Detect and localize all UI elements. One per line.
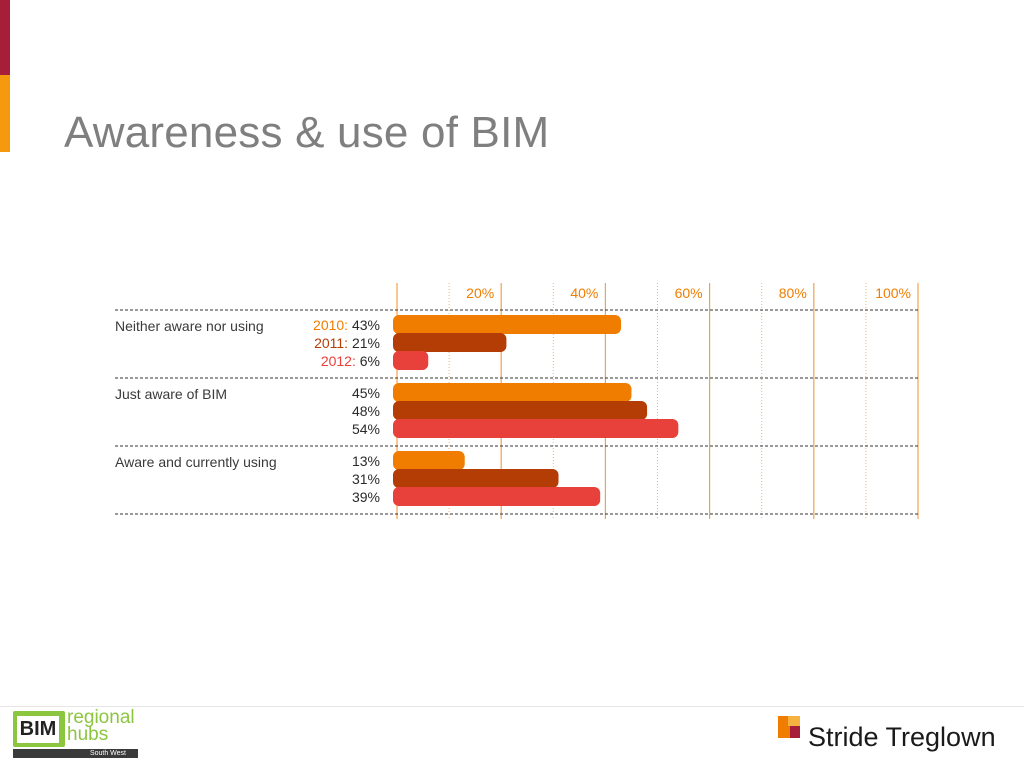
x-tick-label: 20% bbox=[466, 285, 494, 301]
bar-value-label: 13% bbox=[352, 453, 380, 469]
bar bbox=[393, 487, 601, 506]
x-tick-label: 100% bbox=[875, 285, 911, 301]
bar bbox=[393, 419, 679, 438]
category-label: Neither aware nor using bbox=[115, 318, 264, 334]
bar bbox=[393, 401, 648, 420]
bar-value-label: 2012: 6% bbox=[321, 353, 380, 369]
bar bbox=[393, 351, 429, 370]
bar-value: 21% bbox=[348, 335, 380, 351]
bim-logo-words: regional hubs bbox=[67, 707, 135, 745]
bim-logo-text: BIM bbox=[17, 716, 59, 743]
legend-series-name: 2010: bbox=[313, 317, 348, 333]
category-label: Aware and currently using bbox=[115, 454, 277, 470]
bim-logo-line1: regional bbox=[67, 707, 135, 728]
x-tick-label: 80% bbox=[779, 285, 807, 301]
x-tick-label: 40% bbox=[570, 285, 598, 301]
bar-value-label: 54% bbox=[352, 421, 380, 437]
bar-value-label: 2010: 43% bbox=[313, 317, 380, 333]
bar-value-label: 48% bbox=[352, 403, 380, 419]
bim-regional-hubs-logo: BIM regional hubs South West bbox=[13, 707, 139, 759]
stride-treglown-name: Stride Treglown bbox=[808, 722, 996, 752]
x-tick-label: 60% bbox=[675, 285, 703, 301]
slide-title: Awareness & use of BIM bbox=[64, 108, 550, 157]
bar-value-label: 39% bbox=[352, 489, 380, 505]
bar-value: 43% bbox=[348, 317, 380, 333]
bim-logo-line2: hubs bbox=[67, 724, 109, 745]
bar-value-label: 45% bbox=[352, 385, 380, 401]
footer-divider bbox=[0, 706, 1024, 707]
bar-value: 6% bbox=[356, 353, 380, 369]
bar bbox=[393, 315, 622, 334]
stride-treglown-logo: Stride Treglown bbox=[778, 716, 1018, 756]
bar bbox=[393, 451, 465, 470]
bim-logo-mark: BIM bbox=[13, 711, 65, 747]
stride-treglown-mark-icon bbox=[778, 716, 800, 738]
accent-bar-bottom bbox=[0, 75, 10, 152]
bar bbox=[393, 383, 632, 402]
legend-series-name: 2012: bbox=[321, 353, 356, 369]
legend-series-name: 2011: bbox=[314, 335, 348, 351]
bim-logo-region: South West bbox=[13, 749, 138, 758]
bar-value-label: 31% bbox=[352, 471, 380, 487]
bar bbox=[393, 469, 559, 488]
bar-value-label: 2011: 21% bbox=[314, 335, 380, 351]
bar bbox=[393, 333, 507, 352]
category-label: Just aware of BIM bbox=[115, 386, 227, 402]
accent-bar-top bbox=[0, 0, 10, 75]
